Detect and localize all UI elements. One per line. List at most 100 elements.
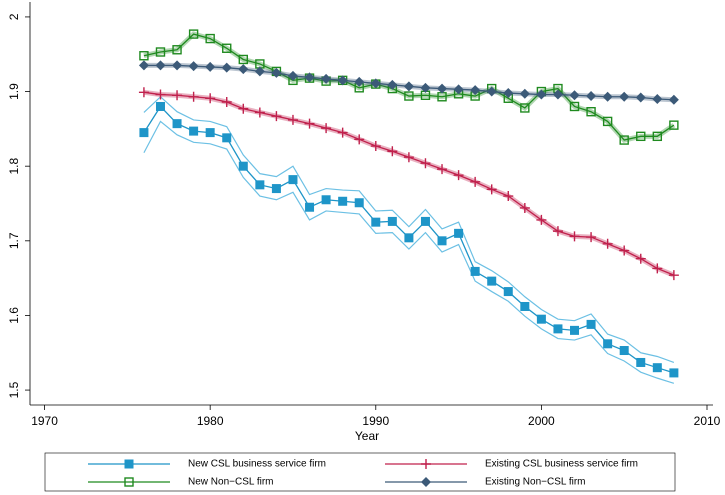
marker — [254, 66, 265, 77]
marker — [519, 202, 530, 213]
marker — [602, 91, 613, 102]
marker — [387, 146, 398, 157]
marker — [222, 133, 232, 143]
marker — [189, 126, 199, 136]
marker — [138, 60, 149, 71]
confidence-line — [143, 120, 675, 384]
marker — [652, 363, 662, 373]
marker — [652, 94, 663, 105]
legend-label: New Non−CSL firm — [188, 477, 274, 488]
marker — [337, 75, 348, 86]
marker — [536, 89, 547, 100]
marker — [403, 152, 414, 163]
marker — [669, 120, 679, 130]
marker — [619, 135, 629, 145]
x-axis-title: Year — [355, 429, 379, 443]
x-tick-label: 1980 — [197, 414, 224, 428]
marker — [487, 276, 497, 286]
marker — [387, 216, 397, 226]
marker — [668, 270, 679, 281]
marker — [570, 325, 580, 335]
marker — [470, 266, 480, 276]
marker — [305, 202, 315, 212]
marker — [155, 47, 166, 57]
marker — [271, 111, 282, 122]
marker — [602, 238, 613, 249]
x-tick-label: 1970 — [31, 414, 58, 428]
marker — [138, 87, 149, 98]
marker — [586, 107, 596, 117]
marker — [404, 233, 414, 243]
marker — [370, 78, 381, 89]
marker — [420, 82, 431, 93]
marker — [304, 72, 315, 83]
marker — [636, 131, 646, 142]
marker — [503, 191, 514, 202]
marker — [188, 61, 199, 72]
marker — [470, 176, 481, 187]
marker — [271, 184, 281, 194]
marker — [321, 73, 332, 84]
marker — [354, 198, 364, 208]
marker — [155, 89, 166, 100]
marker — [354, 76, 365, 87]
marker — [370, 141, 381, 152]
marker — [552, 89, 563, 100]
confidence-line — [143, 95, 675, 364]
marker — [172, 45, 182, 55]
legend-label: Existing CSL business service firm — [485, 459, 638, 470]
marker — [172, 90, 183, 101]
marker — [437, 164, 448, 175]
marker — [321, 195, 331, 205]
legend-marker — [421, 477, 431, 487]
marker — [255, 180, 265, 190]
y-tick-label: 2 — [7, 13, 21, 20]
legend-marker — [124, 459, 134, 469]
legend-marker — [124, 477, 134, 487]
marker — [205, 128, 215, 138]
marker — [371, 217, 381, 227]
legend-label: Existing Non−CSL firm — [485, 477, 586, 488]
marker — [139, 128, 149, 138]
marker — [536, 214, 547, 225]
marker — [404, 91, 414, 101]
marker — [586, 319, 596, 329]
x-tick-label: 2000 — [528, 414, 555, 428]
marker — [520, 103, 530, 113]
marker — [288, 175, 298, 185]
marker — [172, 119, 182, 129]
y-tick-label: 1.7 — [7, 232, 21, 249]
x-tick-label: 2010 — [694, 414, 721, 428]
marker — [668, 94, 679, 105]
marker — [221, 62, 232, 73]
marker — [155, 101, 165, 111]
legend-label: New CSL business service firm — [188, 459, 326, 470]
marker — [503, 88, 514, 99]
y-tick-label: 1.9 — [7, 83, 21, 100]
marker — [454, 228, 464, 238]
marker — [619, 245, 630, 256]
x-tick-label: 1990 — [362, 414, 389, 428]
marker — [536, 314, 546, 324]
marker — [222, 43, 232, 53]
marker — [238, 103, 249, 114]
marker — [139, 51, 149, 61]
marker — [586, 232, 597, 243]
marker — [221, 97, 232, 108]
series-line — [143, 91, 675, 276]
marker — [271, 67, 282, 78]
marker — [205, 93, 216, 104]
marker — [387, 79, 398, 90]
legend-box — [44, 452, 676, 492]
marker — [636, 357, 646, 367]
marker — [569, 101, 580, 112]
marker — [569, 90, 580, 101]
marker — [205, 33, 215, 44]
marker — [503, 287, 513, 297]
marker — [420, 158, 431, 169]
marker — [519, 88, 530, 99]
marker — [635, 92, 646, 103]
marker — [635, 253, 646, 264]
marker — [155, 60, 166, 71]
